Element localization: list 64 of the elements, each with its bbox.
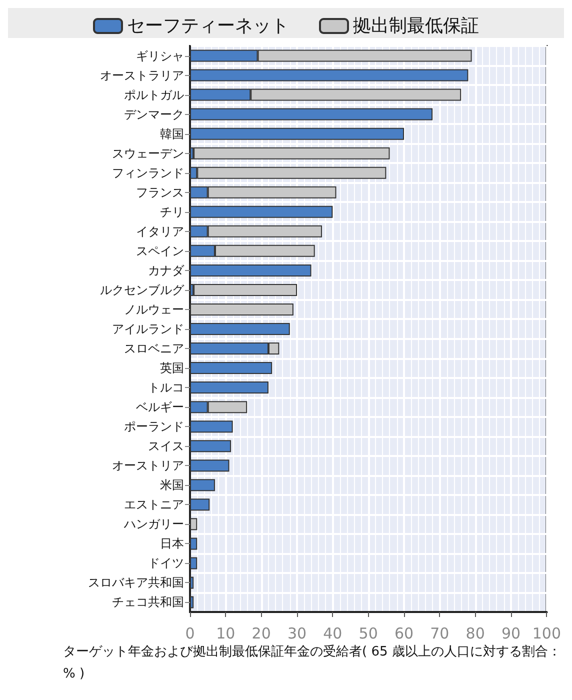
- y-tick-label: 米国: [160, 478, 184, 492]
- x-tick-label: 40: [323, 624, 342, 642]
- bar: [190, 596, 194, 608]
- y-tick-label: チェコ共和国: [112, 595, 184, 610]
- x-tick-label: 20: [252, 624, 271, 642]
- bar: [190, 362, 272, 374]
- y-tick-label: オーストリア: [112, 458, 184, 473]
- y-tick-label: スペイン: [136, 244, 184, 258]
- bar: [190, 206, 333, 218]
- y-tick-label: フィンランド: [112, 166, 184, 180]
- bar: [190, 479, 215, 492]
- bar: [194, 284, 298, 296]
- y-tick-label: スロベニア: [124, 342, 184, 356]
- y-tick-label: トルコ: [148, 380, 184, 395]
- y-tick-label: エストニア: [124, 498, 184, 512]
- y-tick-label: 日本: [160, 536, 184, 551]
- bar: [190, 382, 268, 394]
- x-axis-title: ターゲット年金および拠出制最低保証年金の受給者( 65 歳以上の人口に対する割合：% ): [63, 644, 561, 682]
- y-tick-label: スロバキア共和国: [88, 576, 184, 590]
- x-tick-label: 30: [287, 624, 307, 642]
- bar: [190, 69, 468, 82]
- y-tick-label: ベルギー: [136, 400, 184, 414]
- y-tick-label: 韓国: [160, 126, 184, 141]
- y-tick-label: ポーランド: [124, 420, 184, 434]
- bar: [190, 498, 210, 511]
- y-tick-label: イタリア: [136, 224, 184, 238]
- y-tick-label: ポルトガル: [124, 88, 184, 102]
- bar: [190, 538, 198, 550]
- y-tick-label: ノルウェー: [124, 302, 184, 316]
- y-tick-label: デンマーク: [124, 107, 184, 122]
- y-tick-label: 英国: [160, 361, 184, 376]
- x-tick-label: 100: [532, 624, 562, 642]
- bar: [190, 460, 230, 472]
- bar: [190, 108, 433, 120]
- bar: [190, 518, 198, 530]
- bar: [190, 420, 233, 433]
- y-tick-label: スイス: [148, 439, 184, 454]
- bar: [190, 303, 294, 316]
- y-tick-label: アイルランド: [112, 322, 184, 336]
- y-tick-label: フランス: [136, 185, 184, 200]
- legend-label: 拠出制最低保証: [353, 16, 479, 36]
- x-tick-label: 50: [358, 624, 378, 642]
- y-tick-label: ドイツ: [148, 556, 184, 570]
- bar: [190, 128, 404, 140]
- y-tick-label: カナダ: [148, 263, 185, 278]
- x-tick-label: 70: [430, 624, 450, 642]
- bar: [190, 440, 232, 452]
- y-tick-label: チリ: [160, 204, 184, 219]
- legend-label: セーフティーネット: [127, 16, 289, 36]
- y-tick-label: スウェーデン: [112, 146, 184, 160]
- bar: [190, 576, 194, 589]
- y-tick-label: ルクセンブルグ: [100, 282, 185, 297]
- x-tick-label: 90: [501, 624, 521, 642]
- x-tick-label: 80: [466, 624, 485, 642]
- y-tick-label: オーストラリア: [100, 68, 184, 82]
- x-tick-label: 60: [394, 624, 414, 642]
- y-tick-label: ハンガリー: [123, 517, 184, 532]
- x-tick-label: 0: [185, 624, 195, 642]
- bar: [194, 147, 390, 160]
- bar: [190, 323, 290, 335]
- bar: [190, 264, 312, 276]
- x-tick-label: 10: [216, 624, 236, 642]
- bar: [190, 557, 198, 570]
- y-tick-label: ギリシャ: [136, 48, 184, 63]
